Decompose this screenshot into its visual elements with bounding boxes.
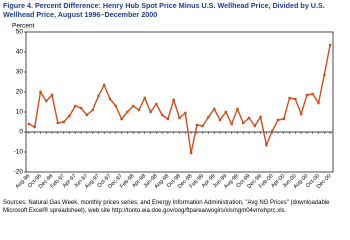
data-point [224,110,228,114]
y-tick-label: 20 [16,89,24,96]
chart: Percent -20-1001020304050Aug-96Oct-96Dec… [12,23,334,190]
data-line [28,44,331,154]
data-point [317,101,320,105]
data-point [299,112,303,116]
data-point [56,121,60,125]
y-tick-label: 40 [16,49,24,56]
data-point [184,111,187,115]
data-point [74,104,77,108]
y-tick-label: 50 [16,29,24,36]
data-point [270,129,274,133]
chart-title: Figure 4. Percent Difference: Henry Hub … [3,1,325,19]
data-point [160,113,164,117]
data-point [102,83,106,87]
data-point [137,108,141,112]
data-point [27,122,31,126]
y-tick-label: -20 [14,169,24,176]
data-point [178,116,181,120]
data-point [39,90,42,94]
data-point [189,151,193,155]
page: Figure 4. Percent Difference: Henry Hub … [3,1,334,214]
data-point [85,113,89,117]
data-point [120,117,123,121]
data-point [91,108,94,112]
data-point [328,43,332,47]
data-point [213,107,216,111]
data-point [236,107,239,111]
data-point [50,93,54,97]
data-point [294,97,297,101]
data-point [131,104,135,108]
source-note: Sources: Natural Gas Week, monthly price… [3,200,330,214]
data-point [323,73,326,77]
data-point [195,123,199,127]
data-point [230,122,233,126]
data-point [149,110,152,114]
data-point [201,124,204,128]
data-point [305,93,309,97]
y-tick-label: 30 [16,69,24,76]
y-tick-label: 0 [19,129,23,136]
data-point [253,124,257,128]
data-point [108,97,112,101]
data-point [155,102,158,106]
data-point [79,106,83,110]
data-point [45,99,48,103]
data-point [311,92,314,96]
y-tick-label: -10 [14,149,24,156]
data-point [114,104,117,108]
data-point [282,117,285,121]
data-point [242,121,245,125]
data-point [259,115,262,119]
data-point [166,117,170,121]
data-point [288,96,291,100]
data-point [218,118,222,122]
data-point [265,143,268,147]
y-axis-label: Percent [12,23,35,30]
data-point [68,114,71,118]
data-point [143,96,146,100]
data-point [62,120,65,124]
data-point [207,115,210,119]
plot-frame [25,31,334,173]
data-point [126,110,129,114]
y-tick-label: 10 [16,109,24,116]
data-point [247,116,251,120]
data-point [97,94,100,98]
data-point [33,125,36,129]
data-point [172,98,175,102]
data-point [276,118,280,122]
